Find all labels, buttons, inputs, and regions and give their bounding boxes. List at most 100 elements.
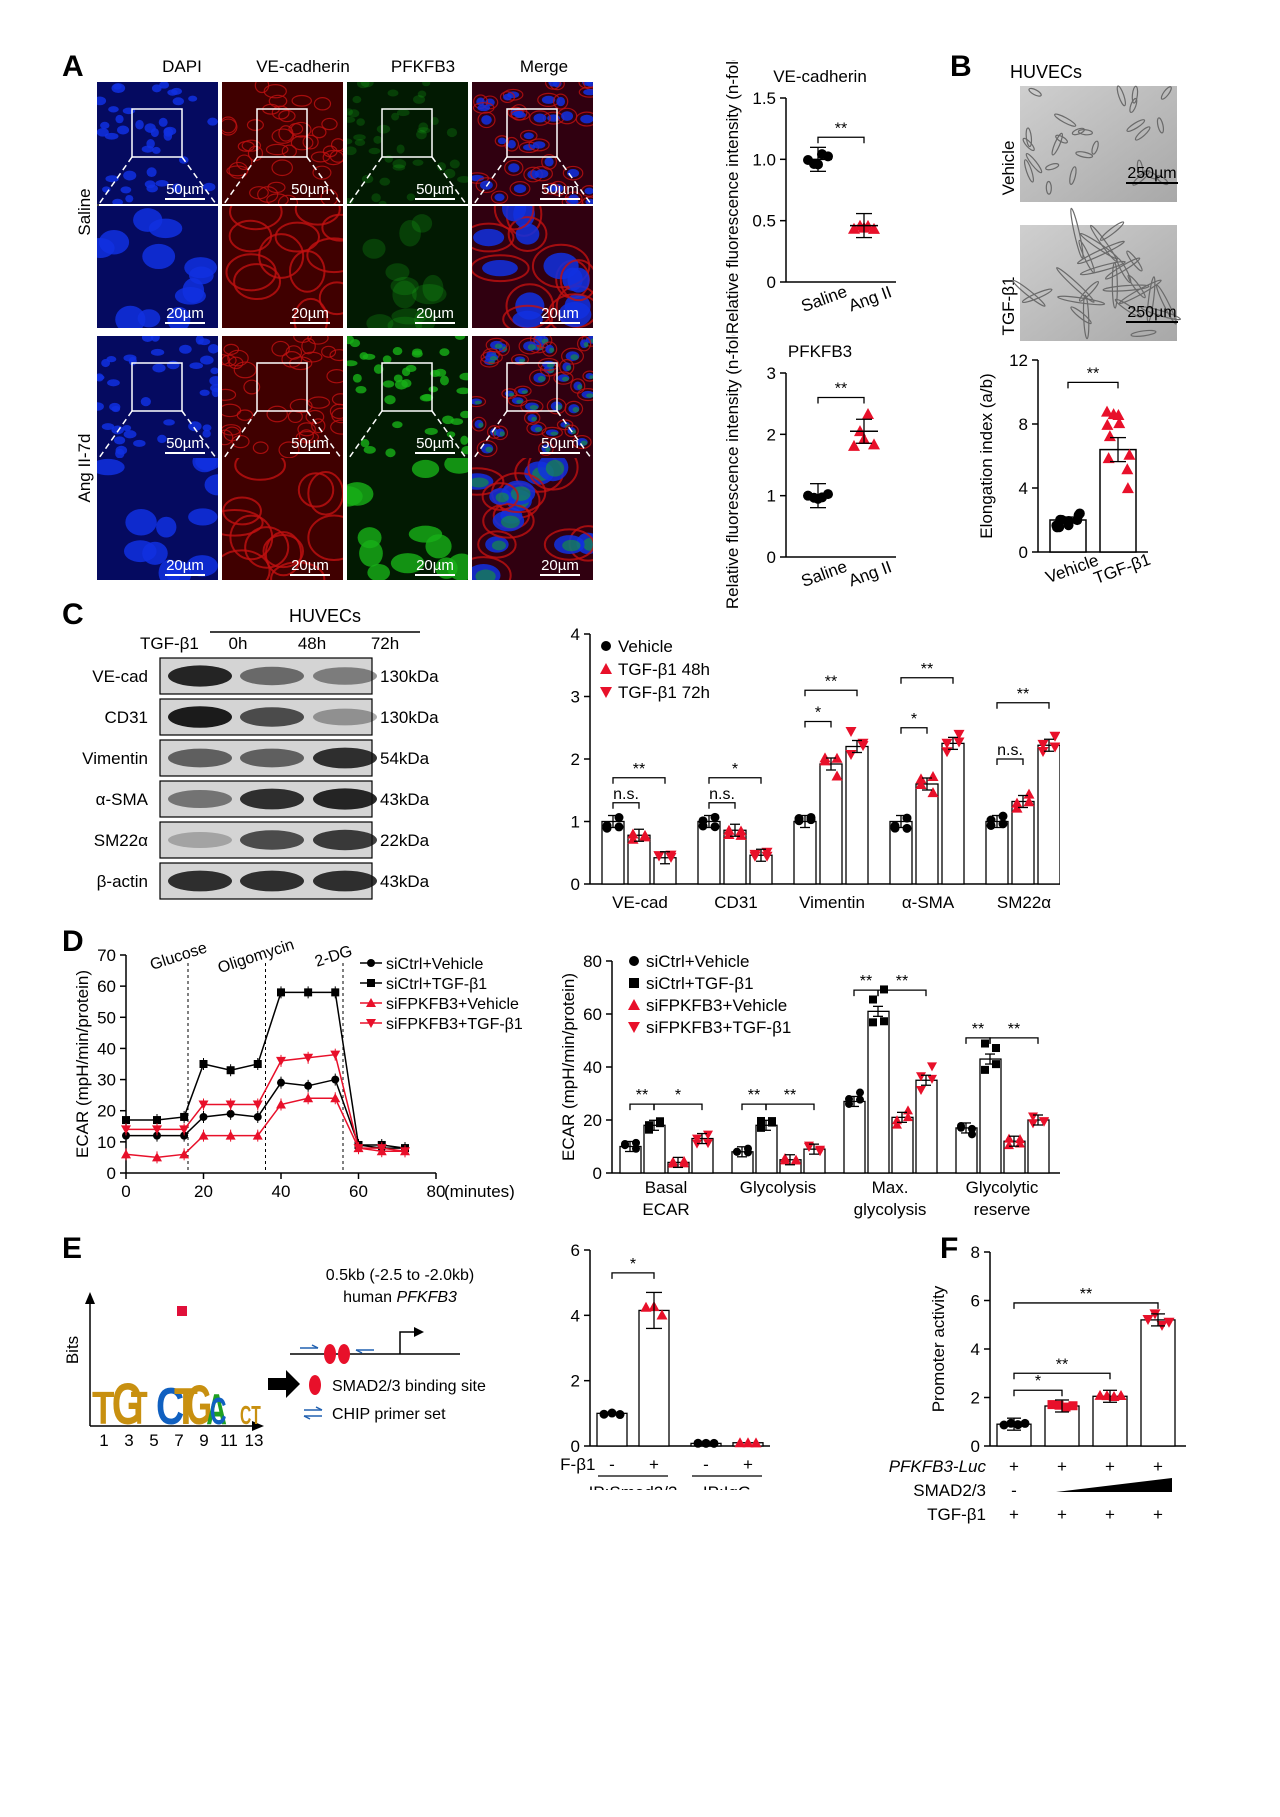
data-point [693,1438,703,1448]
data-point [902,823,912,833]
data-point [892,1119,902,1129]
data-point [252,1130,263,1140]
panel-c-western-blot: HUVECs TGF-β1 0h 48h 72h VE-cad 130kDaCD3… [82,606,439,900]
data-point [831,752,843,763]
data-point [1013,1420,1023,1430]
data-point [645,1121,653,1130]
data-point [701,1438,711,1448]
logo-letter: T [174,1376,198,1435]
y-tick-label: 50 [97,1008,116,1027]
significance-bracket [804,689,858,697]
micrograph-tile: 20µm [97,206,218,328]
y-tick-label: 8 [1019,415,1028,434]
y-tick-label: 60 [97,977,116,996]
significance-bracket [804,720,832,728]
data-point [868,438,880,450]
scale-bar-label: 50µm [541,181,579,198]
legend-label: Vehicle [618,637,673,656]
micrograph-tile: 50µm [222,82,343,205]
data-point [629,978,639,988]
micrograph-tile: 20µm [97,458,218,580]
data-point [1004,1140,1014,1150]
blot-band [240,748,304,768]
data-point [1073,510,1084,521]
blot-band [240,870,304,892]
data-point [1068,1401,1078,1411]
x-axis-label: (minutes) [444,1182,515,1200]
data-point [330,1050,341,1060]
significance-bracket [653,1103,703,1111]
bar [915,1079,938,1174]
significance-label: ** [1017,686,1029,703]
data-point [1037,746,1049,757]
data-point [1102,452,1115,464]
significance-label: n.s. [613,786,639,803]
data-point [953,737,965,748]
data-point [1163,1317,1175,1328]
y-tick-label: 0 [971,1437,980,1456]
row-symbol: + [1153,1457,1163,1476]
scale-bar-label: 20µm [291,305,329,322]
data-point [823,489,833,500]
data-point [122,1116,130,1125]
y-tick-label: 4 [971,1340,980,1359]
data-point [122,1131,130,1140]
chart-title: PFKFB3 [788,342,852,361]
data-point [639,831,651,842]
significance-label: ** [633,761,645,778]
legend-label: siFPKFB3+TGF-β1 [646,1018,791,1037]
data-point [276,1099,286,1109]
data-point [179,1125,190,1135]
logo-letter: A [206,1384,227,1434]
significance-label: * [1035,1373,1041,1390]
y-tick-label: 2 [971,1389,980,1408]
logo-tick-label: 13 [245,1431,264,1450]
y-tick-label: 6 [971,1292,980,1311]
data-point [199,1112,208,1121]
legend-label: siCtrl+Vehicle [646,952,749,971]
data-point [1115,1389,1127,1400]
data-point [710,822,720,832]
y-tick-label: 2 [571,750,580,769]
row-label-angii: Ang II-7d [75,434,94,503]
y-tick-label: 0.5 [752,212,776,231]
blot-band [240,707,304,727]
y-tick-label: 2 [571,1372,580,1391]
x-tick-label: Vimentin [799,893,865,912]
y-tick-label: 80 [583,952,602,971]
lane-label-72h: 72h [371,634,399,653]
blot-band [313,747,377,769]
y-tick-label: 1.0 [752,150,776,169]
scale-bar-label: 20µm [166,557,204,574]
micrograph-tile: 50µm [472,336,593,459]
data-point [857,741,869,752]
micrograph-tile: 50µm [97,336,218,459]
data-point [757,1123,765,1132]
data-point [998,819,1008,829]
data-point [804,1142,814,1152]
data-point [1094,1389,1106,1400]
blot-band [313,788,377,810]
significance-bracket [741,1103,767,1111]
data-point [992,1060,1000,1069]
molecular-weight-label: 130kDa [380,667,439,686]
x-tick-label: ECAR [642,1200,689,1219]
data-point [709,1438,719,1448]
legend-label: siFPKFB3+Vehicle [646,996,787,1015]
significance-label: ** [1087,365,1099,382]
data-point [733,1147,741,1156]
data-point [366,998,376,1007]
row-symbol: + [1153,1505,1163,1524]
bar [1099,448,1137,553]
group-label: IP:Smad2/3 [589,1483,678,1490]
blot-band [168,665,232,687]
significance-label: * [630,1256,636,1273]
lane-label-0h: 0h [229,634,248,653]
x-tick-label: α-SMA [902,893,955,912]
y-tick-label: 0 [571,875,580,894]
data-point [1142,1314,1154,1325]
data-point [628,1022,640,1033]
y-tick-label: 20 [97,1102,116,1121]
data-point [806,812,816,822]
